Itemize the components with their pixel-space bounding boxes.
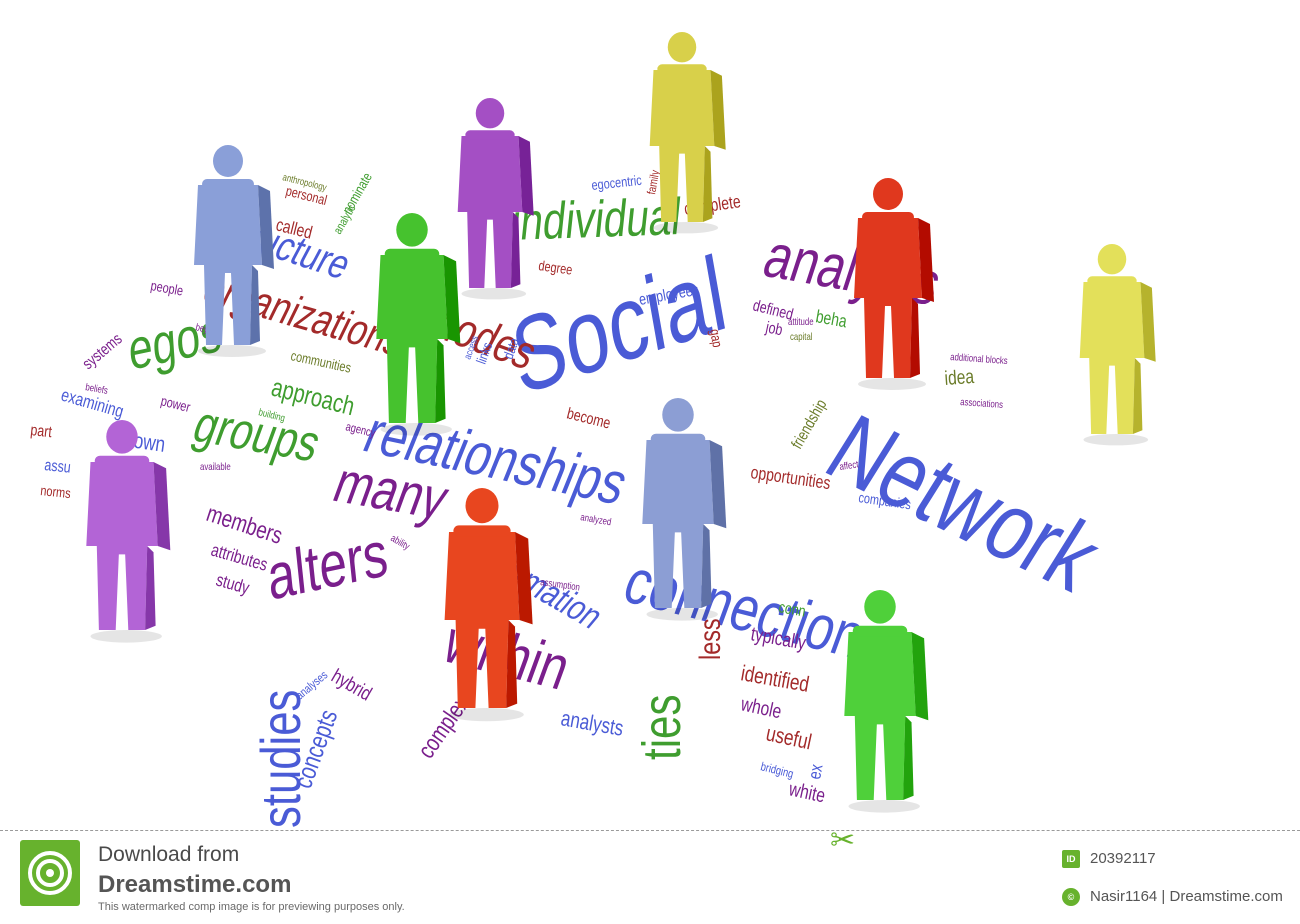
cloud-word: become	[565, 405, 612, 433]
cloud-word: job	[763, 319, 784, 340]
cloud-word: additional blocks	[950, 351, 1009, 366]
cloud-word: family	[645, 169, 663, 196]
yellow-figure-top	[649, 32, 726, 234]
cloud-word: assu	[44, 457, 72, 477]
id-badge-icon: ID	[1062, 850, 1080, 868]
blue-figure-center	[642, 398, 727, 621]
dreamstime-logo-icon	[20, 840, 80, 906]
cloud-word: alters	[264, 518, 391, 614]
author-credit[interactable]: Nasir1164 | Dreamstime.com	[1090, 888, 1283, 905]
download-from-label: Download from	[98, 843, 240, 866]
cloud-word: affect	[839, 458, 860, 472]
cloud-word: part	[30, 422, 53, 442]
cloud-word: associations	[960, 396, 1004, 410]
cloud-word: ties	[632, 694, 692, 760]
cloud-word: communities	[289, 348, 352, 376]
cloud-word: less	[693, 618, 726, 660]
cloud-word: analyzed	[580, 511, 613, 527]
cloud-word: idea	[944, 365, 975, 389]
cloud-word: hybrid	[328, 665, 376, 706]
green-figure-right	[844, 590, 929, 813]
cloud-word: assumption	[540, 576, 581, 593]
cloud-word: bridging	[759, 760, 795, 781]
cloud-word: gap	[707, 328, 726, 349]
cloud-word: Social	[503, 233, 734, 417]
cut-line	[0, 830, 1300, 831]
cloud-word: norms	[40, 483, 72, 502]
cloud-word: analysts	[559, 706, 625, 741]
red-figure-front	[444, 488, 533, 722]
word-cloud: SocialNetworkconnectionsrelationshipsana…	[30, 32, 1156, 828]
yellow-figure-right	[1079, 244, 1156, 446]
cloud-word: degree	[538, 258, 574, 278]
cloud-word: opportunities	[749, 463, 831, 494]
red-figure-right	[854, 178, 934, 390]
cloud-word: egocentric	[591, 173, 643, 194]
copyright-icon: ©	[1062, 888, 1080, 906]
cloud-word: power	[159, 393, 192, 415]
cloud-word: identified	[739, 661, 811, 697]
cloud-word: Network	[809, 394, 1120, 611]
blue-figure-left	[194, 145, 274, 357]
cloud-word: ex	[805, 763, 827, 781]
cloud-word: studies	[250, 690, 312, 828]
cloud-word: beha	[814, 307, 848, 332]
dreamstime-brand[interactable]: Dreamstime.com	[98, 871, 292, 898]
cloud-word: conn	[777, 599, 807, 621]
image-id: 20392117	[1090, 850, 1156, 867]
cloud-word: whole	[738, 692, 783, 722]
purple-figure-left	[86, 420, 171, 643]
cloud-word: study	[214, 570, 253, 599]
word-cloud-scene: Social Network connections relationships ana…	[30, 32, 1156, 828]
cloud-word: companies	[858, 490, 912, 513]
green-figure-center	[376, 213, 461, 436]
cloud-word: available	[200, 461, 231, 472]
cloud-word: analytic	[331, 202, 359, 237]
cloud-word: ability	[389, 532, 412, 552]
cloud-word: useful	[764, 721, 814, 755]
cloud-word: attributes	[209, 540, 270, 575]
cloud-word: individual	[509, 187, 684, 251]
cloud-word: attitude	[788, 316, 814, 327]
cloud-word: white	[786, 777, 827, 807]
cloud-word: capital	[790, 331, 813, 342]
cloud-word: friendship	[788, 396, 830, 452]
cloud-word: beliefs	[85, 381, 110, 396]
watermark-note: This watermarked comp image is for previ…	[98, 901, 405, 913]
cloud-word: people	[149, 278, 184, 299]
cloud-word: data	[500, 336, 522, 361]
cloud-word: systems	[79, 330, 125, 373]
cloud-word: links	[473, 340, 495, 366]
scissors-icon: ✂	[830, 823, 856, 858]
purple-figure-top	[457, 98, 534, 300]
